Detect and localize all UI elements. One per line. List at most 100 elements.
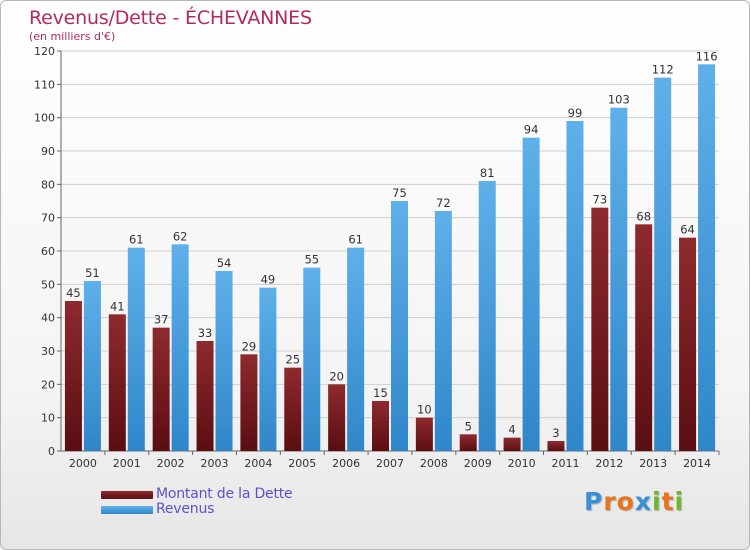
y-tick-label: 10 <box>41 412 55 425</box>
value-label-dette-2003: 33 <box>198 326 213 340</box>
y-tick-label: 0 <box>48 445 55 458</box>
x-tick-label: 2011 <box>551 457 579 470</box>
value-label-dette-2002: 37 <box>154 313 169 327</box>
x-tick-label: 2006 <box>332 457 360 470</box>
bar-revenus-2000 <box>83 281 101 451</box>
value-label-revenus-2012: 103 <box>608 93 630 107</box>
bar-revenus-2014 <box>698 64 716 452</box>
value-label-dette-2013: 68 <box>636 209 651 223</box>
x-tick-label: 2009 <box>464 457 492 470</box>
x-tick-label: 2005 <box>288 457 316 470</box>
bar-revenus-2012 <box>610 107 628 452</box>
legend-swatch-dette <box>101 491 153 499</box>
value-label-dette-2009: 5 <box>465 419 472 433</box>
logo-letter: x <box>634 487 652 516</box>
chart-subtitle: (en milliers d'€) <box>29 30 116 43</box>
value-label-revenus-2001: 61 <box>129 233 144 247</box>
bar-revenus-2010 <box>522 137 540 451</box>
y-tick-label: 40 <box>41 312 55 325</box>
y-tick-label: 70 <box>41 212 55 225</box>
y-tick-label: 60 <box>41 245 55 258</box>
value-label-revenus-2004: 49 <box>261 273 276 287</box>
value-label-dette-2000: 45 <box>66 286 81 300</box>
value-label-dette-2004: 29 <box>242 339 257 353</box>
x-tick-label: 2007 <box>376 457 404 470</box>
bar-revenus-2004 <box>259 287 277 451</box>
bar-revenus-2001 <box>127 247 145 451</box>
bar-dette-2000 <box>64 301 82 451</box>
x-tick-label: 2003 <box>201 457 229 470</box>
bars-layer <box>64 64 716 452</box>
bar-dette-2005 <box>284 367 302 451</box>
y-tick-label: 110 <box>34 78 55 91</box>
bar-dette-2009 <box>459 434 477 451</box>
value-label-dette-2010: 4 <box>508 423 515 437</box>
value-label-dette-2014: 64 <box>680 223 695 237</box>
bar-revenus-2007 <box>391 201 408 451</box>
bar-dette-2014 <box>679 237 697 451</box>
bar-dette-2001 <box>108 314 126 451</box>
value-label-dette-2012: 73 <box>593 193 608 207</box>
chart-title: Revenus/Dette - ÉCHEVANNES <box>29 7 312 29</box>
logo-letter: t <box>661 487 675 516</box>
y-tick-label: 90 <box>41 145 55 158</box>
bar-dette-2013 <box>635 224 653 451</box>
logo-letter: r <box>603 487 617 516</box>
bar-dette-2002 <box>152 327 170 451</box>
y-tick-label: 30 <box>41 345 55 358</box>
x-tick-label: 2014 <box>683 457 711 470</box>
x-tick-label: 2001 <box>113 457 141 470</box>
value-label-dette-2007: 15 <box>373 386 388 400</box>
x-tick-label: 2008 <box>420 457 448 470</box>
value-label-dette-2006: 20 <box>329 369 344 383</box>
bar-revenus-2009 <box>478 181 496 451</box>
x-tick-label: 2002 <box>157 457 185 470</box>
legend-label-revenus: Revenus <box>156 501 215 517</box>
x-tick-label: 2013 <box>639 457 667 470</box>
x-tick-label: 2012 <box>595 457 623 470</box>
bar-dette-2003 <box>196 341 214 451</box>
logo-letter: o <box>616 487 635 516</box>
value-label-dette-2001: 41 <box>110 299 125 313</box>
bar-revenus-2006 <box>347 247 365 451</box>
bar-revenus-2002 <box>171 244 189 451</box>
bar-dette-2007 <box>372 401 389 451</box>
bar-revenus-2003 <box>215 271 233 451</box>
logo-letter: i <box>652 487 662 516</box>
value-label-revenus-2002: 62 <box>173 229 188 243</box>
value-label-dette-2005: 25 <box>285 353 300 367</box>
y-tick-label: 80 <box>41 178 55 191</box>
value-label-revenus-2014: 116 <box>696 49 718 63</box>
grid-layer <box>57 50 720 455</box>
logo-letter: i <box>674 487 685 516</box>
y-tick-label: 100 <box>34 112 55 125</box>
bar-revenus-2011 <box>566 121 584 451</box>
labels-layer: 0102030405060708090100110120200045512001… <box>34 45 718 470</box>
bar-dette-2004 <box>240 354 258 451</box>
bar-dette-2010 <box>503 437 521 451</box>
value-label-revenus-2007: 75 <box>392 186 407 200</box>
bar-revenus-2005 <box>303 267 321 451</box>
logo-letter: P <box>584 487 604 516</box>
value-label-dette-2008: 10 <box>417 403 432 417</box>
x-tick-label: 2000 <box>69 457 97 470</box>
x-tick-label: 2010 <box>508 457 536 470</box>
value-label-revenus-2010: 94 <box>524 123 539 137</box>
value-label-revenus-2003: 54 <box>217 256 232 270</box>
value-label-revenus-2000: 51 <box>85 266 100 280</box>
x-tick-label: 2004 <box>244 457 272 470</box>
value-label-revenus-2011: 99 <box>568 106 583 120</box>
bar-dette-2011 <box>547 441 565 451</box>
proxiti-logo: Proxiti <box>584 487 684 516</box>
value-label-revenus-2006: 61 <box>348 233 363 247</box>
legend-label-dette: Montant de la Dette <box>156 486 293 502</box>
value-label-revenus-2009: 81 <box>480 166 495 180</box>
bar-dette-2012 <box>591 207 609 451</box>
legend-swatch-revenus <box>101 506 153 514</box>
value-label-dette-2011: 3 <box>552 426 559 440</box>
bar-dette-2008 <box>415 417 433 451</box>
y-tick-label: 50 <box>41 278 55 291</box>
value-label-revenus-2008: 72 <box>436 196 451 210</box>
